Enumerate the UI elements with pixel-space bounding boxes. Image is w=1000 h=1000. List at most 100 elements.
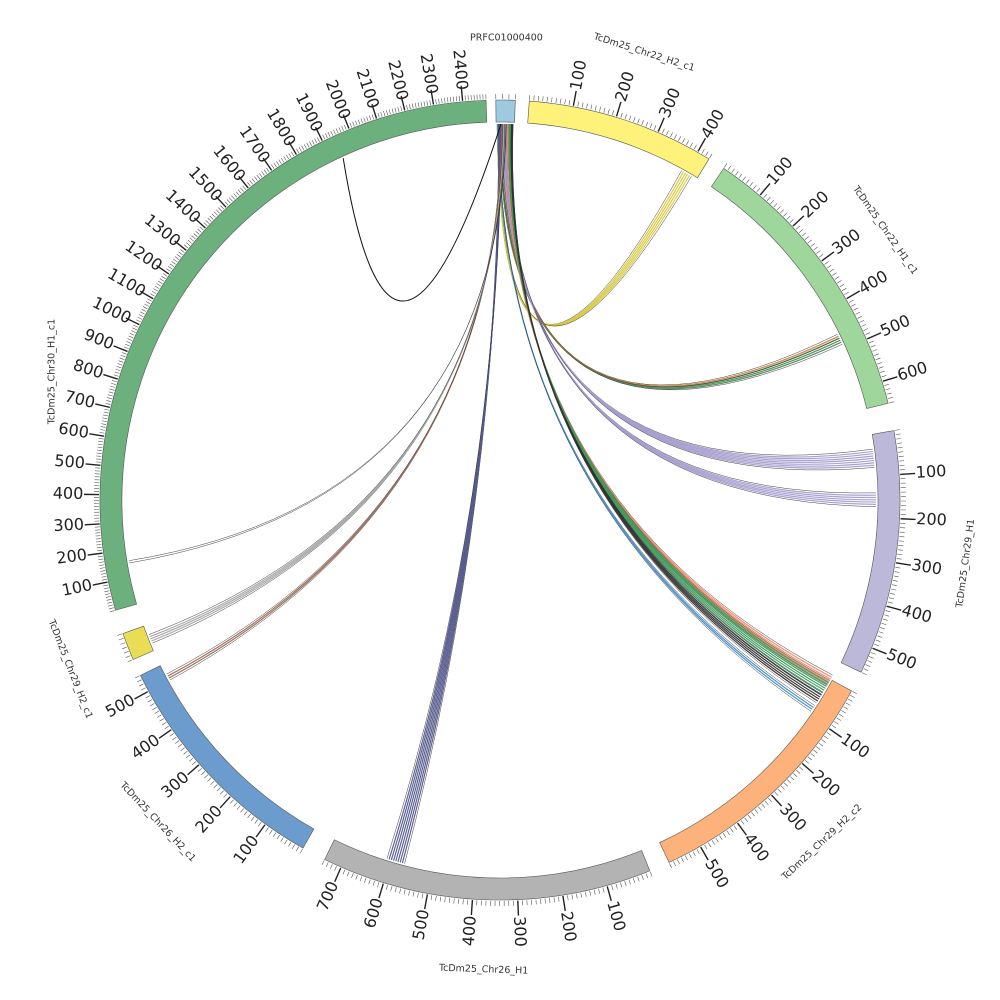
minor-tick — [183, 750, 188, 755]
minor-tick — [887, 601, 893, 604]
minor-tick — [546, 96, 548, 102]
minor-tick — [589, 890, 592, 896]
segment-chr29h1 — [840, 430, 901, 673]
segment-label-chr22h2: TcDm25_Chr22_H2_c1 — [591, 31, 696, 74]
minor-tick — [118, 360, 124, 363]
minor-tick — [834, 721, 839, 725]
minor-tick — [708, 842, 712, 848]
major-tick — [606, 886, 612, 902]
minor-tick — [417, 102, 420, 108]
minor-tick — [435, 99, 437, 105]
minor-tick — [620, 112, 623, 118]
minor-tick — [280, 837, 284, 842]
minor-tick — [278, 159, 282, 164]
segments-layer — [99, 99, 901, 901]
minor-tick — [103, 411, 109, 414]
minor-tick — [423, 101, 426, 107]
minor-tick — [275, 161, 280, 166]
minor-tick — [107, 394, 113, 397]
minor-tick — [254, 819, 258, 824]
tick-label: 2400 — [449, 49, 472, 91]
minor-tick — [593, 889, 596, 895]
minor-tick — [136, 319, 141, 323]
minor-tick — [291, 151, 295, 157]
minor-tick — [325, 133, 328, 139]
minor-tick — [145, 301, 151, 305]
minor-tick — [420, 101, 423, 107]
minor-tick — [230, 799, 234, 804]
major-tick — [215, 195, 227, 208]
minor-tick — [824, 261, 829, 265]
minor-tick — [207, 777, 212, 782]
minor-tick — [761, 803, 766, 808]
minor-tick — [250, 816, 255, 821]
minor-tick — [156, 283, 161, 287]
link-chr22h1 — [502, 124, 840, 388]
tick-label: 100 — [603, 899, 629, 934]
minor-tick — [439, 896, 442, 902]
major-tick — [700, 846, 709, 861]
minor-tick — [843, 706, 849, 710]
minor-tick — [137, 316, 143, 320]
minor-tick — [116, 366, 122, 369]
major-tick — [886, 605, 902, 611]
minor-tick — [226, 199, 231, 204]
minor-tick — [850, 694, 855, 698]
minor-tick — [254, 176, 258, 181]
link-chr29h2c2 — [508, 124, 828, 685]
link-chr26h2 — [169, 124, 502, 681]
minor-tick — [774, 791, 779, 796]
link-chr26h1 — [388, 123, 502, 860]
minor-tick — [394, 107, 397, 113]
major-tick — [460, 85, 464, 101]
minor-tick — [841, 710, 846, 714]
minor-tick — [747, 814, 752, 820]
minor-tick — [881, 622, 887, 626]
tick-label: 1500 — [185, 163, 227, 206]
major-tick — [219, 796, 231, 809]
minor-tick — [869, 656, 874, 659]
major-tick — [736, 822, 748, 836]
minor-tick — [108, 607, 114, 610]
minor-tick — [157, 280, 163, 284]
minor-tick — [385, 884, 388, 890]
minor-tick — [122, 646, 128, 650]
minor-tick — [224, 201, 229, 206]
minor-tick — [333, 129, 336, 135]
major-tick — [562, 895, 566, 911]
tick-label: 700 — [313, 878, 343, 914]
tick-label: 500 — [884, 644, 919, 673]
minor-tick — [237, 189, 242, 194]
tick-label: 400 — [459, 915, 480, 947]
link-chr30 — [129, 124, 507, 564]
minor-tick — [827, 265, 832, 269]
minor-tick — [897, 553, 903, 556]
tick-label: 100 — [229, 831, 262, 867]
minor-tick — [863, 328, 869, 331]
minor-tick — [826, 732, 832, 736]
minor-tick — [363, 117, 366, 123]
tick-label: 2300 — [417, 52, 442, 95]
minor-tick — [240, 187, 244, 192]
minor-tick — [322, 134, 326, 140]
minor-tick — [885, 388, 891, 391]
minor-tick — [838, 713, 844, 718]
minor-tick — [430, 895, 433, 901]
minor-tick — [213, 211, 218, 216]
minor-tick — [150, 293, 155, 297]
segment-label-chr30: TcDm25_Chr30_H1_c1 — [47, 319, 58, 425]
link-chr29h2c2 — [508, 124, 828, 686]
minor-tick — [96, 452, 102, 454]
minor-tick — [136, 679, 142, 683]
minor-tick — [896, 558, 902, 560]
minor-tick — [273, 162, 277, 168]
minor-tick — [105, 596, 111, 598]
minor-tick — [391, 108, 394, 114]
minor-tick — [142, 306, 148, 310]
minor-tick — [868, 340, 874, 344]
minor-tick — [169, 733, 175, 737]
minor-tick — [897, 549, 903, 551]
tick-label: 1600 — [209, 141, 249, 185]
minor-tick — [166, 268, 171, 272]
links-layer — [128, 123, 877, 864]
